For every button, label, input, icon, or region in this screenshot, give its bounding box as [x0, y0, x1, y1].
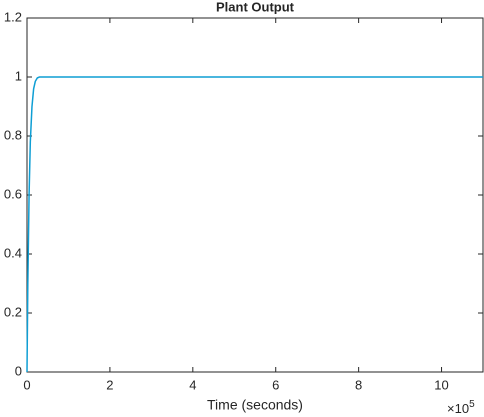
x-multiplier: ×105	[447, 399, 475, 417]
x-multiplier-exponent: 5	[469, 399, 475, 410]
plot-box	[26, 17, 484, 373]
data-line	[26, 76, 483, 373]
x-axis-label: Time (seconds)	[207, 397, 303, 413]
y-tick-label: 0.8	[4, 127, 22, 142]
x-tick-label: 0	[23, 377, 30, 392]
x-tick-label: 10	[434, 377, 448, 392]
y-tick-label: 1	[15, 68, 22, 83]
x-tick-label: 4	[189, 377, 196, 392]
x-tick-label: 2	[106, 377, 113, 392]
y-tick-label: 0.4	[4, 245, 22, 260]
chart-title: Plant Output	[216, 0, 295, 14]
x-tick-label: 8	[355, 377, 362, 392]
y-tick-label: 0.6	[4, 186, 22, 201]
y-tick-label: 0.2	[4, 304, 22, 319]
y-tick-label: 0	[15, 363, 22, 378]
x-multiplier-base: ×10	[447, 401, 469, 416]
y-tick-label: 1.2	[4, 9, 22, 24]
x-tick-label: 6	[272, 377, 279, 392]
